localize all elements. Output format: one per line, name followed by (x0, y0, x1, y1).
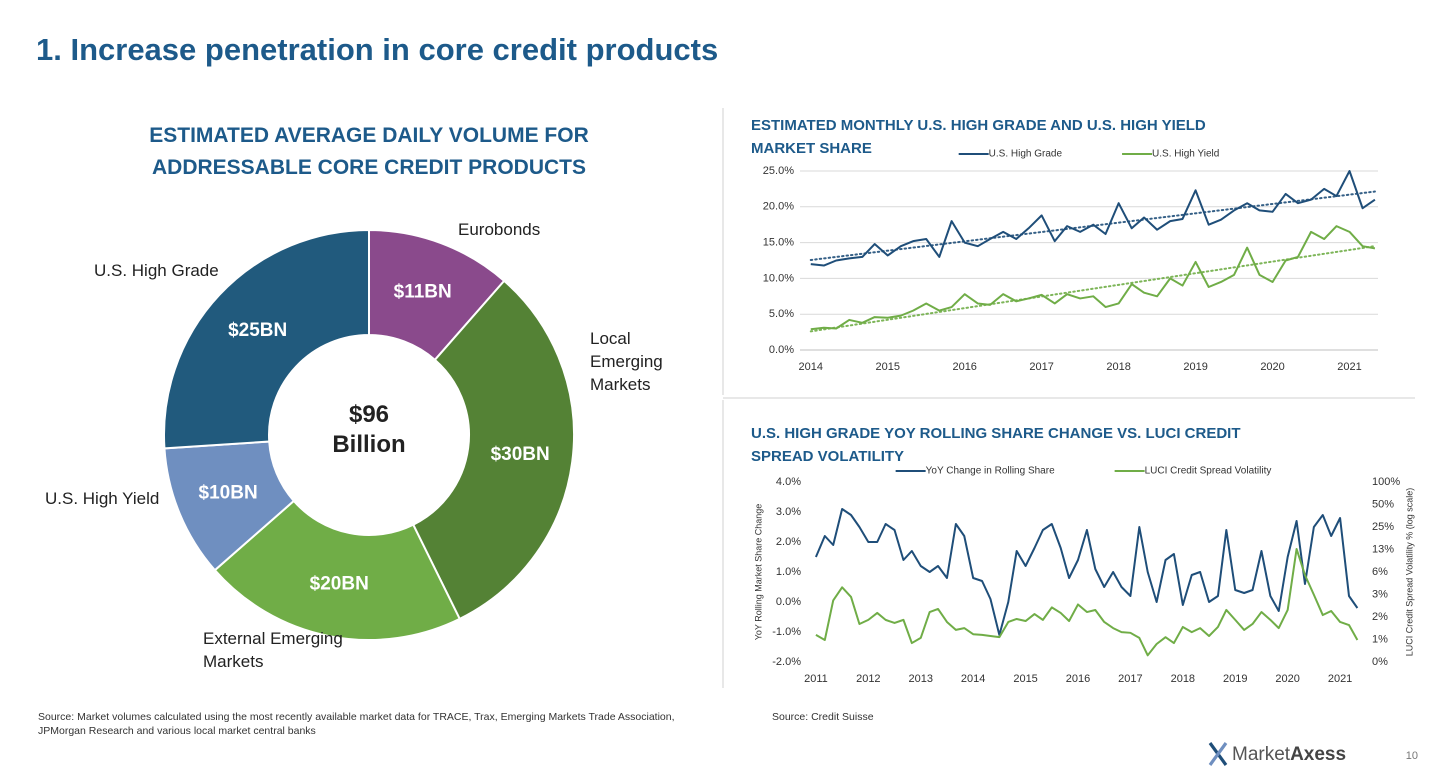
y2-axis-title: LUCI Credit Spread Volatility % (log sca… (1404, 488, 1414, 657)
slide-title: 1. Increase penetration in core credit p… (36, 32, 719, 67)
x-tick-label: 2016 (952, 361, 976, 373)
x-tick-label: 2016 (1066, 673, 1090, 685)
pie-slice (411, 279, 575, 621)
y-tick-label: -2.0% (772, 656, 801, 668)
x-tick-label: 2013 (909, 673, 933, 685)
value-label: $10BN (199, 482, 258, 503)
logo: MarketAxess (1232, 744, 1346, 765)
x-tick-label: 2018 (1171, 673, 1195, 685)
x-tick-label: 2020 (1260, 361, 1284, 373)
value-label: $20BN (310, 574, 369, 595)
logo-prefix: Market (1232, 744, 1291, 765)
legend-label: LUCI Credit Spread Volatility (1145, 466, 1272, 477)
y2-tick-label: 1% (1372, 633, 1388, 645)
data-line (810, 225, 1376, 331)
x-tick-label: 2021 (1328, 673, 1352, 685)
x-tick-label: 2015 (1013, 673, 1037, 685)
legend-label: YoY Change in Rolling Share (926, 466, 1055, 477)
x-tick-label: 2017 (1029, 361, 1053, 373)
page-number: 10 (1406, 750, 1418, 762)
y-tick-label: -1.0% (772, 626, 801, 638)
y-tick-label: 5.0% (769, 308, 794, 320)
x-tick-label: 2012 (856, 673, 880, 685)
y2-tick-label: 6% (1372, 566, 1388, 578)
x-tick-label: 2015 (875, 361, 899, 373)
pie-slice (213, 499, 462, 641)
value-label: $25BN (228, 320, 287, 341)
category-label: U.S. High Yield (45, 489, 160, 508)
value-label: $11BN (394, 281, 452, 302)
y2-tick-label: 50% (1372, 498, 1394, 510)
x-tick-label: 2014 (799, 361, 823, 373)
logo-icon (1208, 742, 1228, 766)
y2-tick-label: 2% (1372, 611, 1388, 623)
y2-tick-label: 0% (1372, 656, 1388, 668)
category-label: U.S. High Grade (94, 261, 219, 280)
x-tick-label: 2018 (1106, 361, 1130, 373)
x-tick-label: 2019 (1183, 361, 1207, 373)
category-label: External Emerging Markets (203, 629, 343, 671)
value-label: $30BN (491, 444, 550, 465)
logo-suffix: Axess (1290, 744, 1346, 765)
category-label: Local Emerging Markets (590, 329, 663, 394)
center-label: $96 Billion (332, 401, 406, 458)
legend-label: U.S. High Yield (1152, 149, 1219, 160)
y-tick-label: 10.0% (763, 272, 794, 284)
chart-title: U.S. HIGH GRADE YOY ROLLING SHARE CHANGE… (751, 425, 1241, 465)
x-tick-label: 2019 (1223, 673, 1247, 685)
x-tick-label: 2014 (961, 673, 985, 685)
x-tick-label: 2017 (1118, 673, 1142, 685)
y-tick-label: 25.0% (763, 165, 794, 177)
x-tick-label: 2021 (1337, 361, 1361, 373)
y2-tick-label: 25% (1372, 521, 1394, 533)
data-line (814, 508, 1359, 636)
source-note: Source: Credit Suisse (772, 711, 874, 723)
y2-tick-label: 100% (1372, 476, 1400, 488)
chart-title: ESTIMATED MONTHLY U.S. HIGH GRADE AND U.… (751, 117, 1206, 157)
y2-tick-label: 3% (1372, 588, 1388, 600)
pie-slice (163, 228, 370, 450)
legend-label: U.S. High Grade (989, 149, 1063, 160)
y-tick-label: 2.0% (776, 536, 801, 548)
y2-tick-label: 13% (1372, 543, 1394, 555)
y-tick-label: 4.0% (776, 476, 801, 488)
legend: U.S. High Grade U.S. High Yield (958, 149, 1219, 160)
y-tick-label: 3.0% (776, 506, 801, 518)
category-label: Eurobonds (458, 220, 541, 239)
y-tick-label: 15.0% (763, 237, 794, 249)
x-tick-label: 2011 (804, 673, 828, 685)
data-line (810, 170, 1376, 267)
legend: YoY Change in Rolling Share LUCI Credit S… (895, 466, 1272, 477)
y-axis-title: YoY Rolling Market Share Change (753, 504, 763, 641)
chart-title: ESTIMATED AVERAGE DAILY VOLUME FOR ADDRE… (149, 124, 589, 179)
x-tick-label: 2020 (1275, 673, 1299, 685)
source-note: Source: Market volumes calculated using … (38, 711, 675, 737)
y-tick-label: 0.0% (776, 596, 801, 608)
y-tick-label: 1.0% (776, 566, 801, 578)
y-tick-label: 0.0% (769, 344, 794, 356)
trend-line (809, 245, 1376, 333)
data-line (815, 547, 1359, 657)
y-tick-label: 20.0% (763, 201, 794, 213)
